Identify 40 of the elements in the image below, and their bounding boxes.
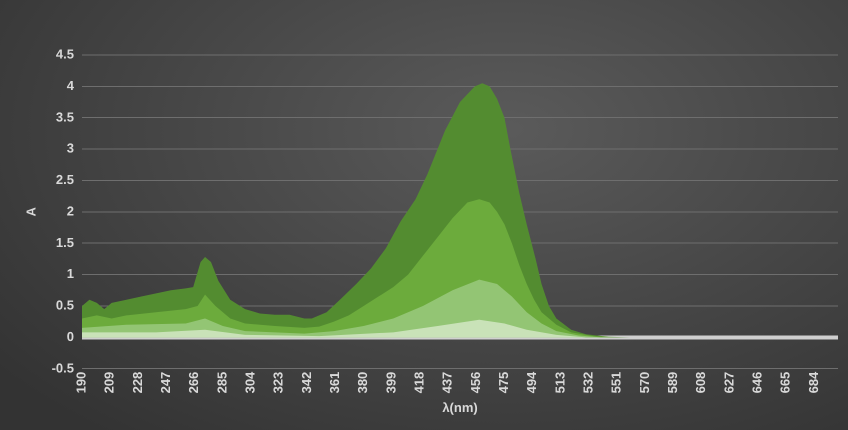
y-tick-label: 4.5 xyxy=(56,46,74,62)
x-tick-label: 266 xyxy=(186,372,202,394)
x-tick-label: 418 xyxy=(412,372,427,394)
y-tick-label: 0.5 xyxy=(56,298,74,313)
x-tick-label: 399 xyxy=(383,372,398,394)
x-tick-label: 684 xyxy=(806,370,821,394)
x-tick-label: 304 xyxy=(242,370,258,394)
x-tick-label: 475 xyxy=(496,372,512,394)
y-tick-label: -0.5 xyxy=(52,360,74,376)
x-tick-label: 608 xyxy=(693,372,708,394)
x-tick-label: 665 xyxy=(778,372,793,394)
x-tick-label: 342 xyxy=(298,372,314,394)
x-tick-label: 285 xyxy=(214,372,230,394)
x-tick-label: 380 xyxy=(355,372,370,394)
x-tick-label: 361 xyxy=(327,372,342,394)
x-tick-label: 247 xyxy=(158,372,174,394)
x-tick-label: 190 xyxy=(74,372,89,394)
y-axis-title: A xyxy=(23,206,38,217)
x-tick-label: 209 xyxy=(102,372,117,394)
y-tick-label: 1.5 xyxy=(56,234,74,250)
x-tick-label: 228 xyxy=(130,372,145,394)
x-tick-label: 532 xyxy=(580,372,596,394)
x-tick-label: 456 xyxy=(468,372,483,394)
x-axis-title: λ(nm) xyxy=(442,400,478,415)
x-tick-label: 437 xyxy=(440,372,455,394)
y-tick-label: 2 xyxy=(66,203,74,218)
x-tick-label: 551 xyxy=(608,372,624,394)
x-tick-label: 646 xyxy=(750,372,765,394)
y-tick-label: 3.5 xyxy=(56,109,74,124)
y-tick-label: 1 xyxy=(66,266,74,282)
y-tick-label: 2.5 xyxy=(56,172,74,188)
y-tick-label: 3 xyxy=(66,140,74,156)
y-tick-label: 0 xyxy=(66,328,74,344)
x-tick-label: 323 xyxy=(270,372,286,394)
y-tick-label: 4 xyxy=(66,78,75,93)
x-tick-label: 589 xyxy=(665,372,680,394)
x-tick-label: 494 xyxy=(524,370,540,394)
x-tick-label: 513 xyxy=(552,372,568,394)
x-tick-label: 627 xyxy=(721,372,736,394)
x-tick-label: 570 xyxy=(636,372,652,394)
